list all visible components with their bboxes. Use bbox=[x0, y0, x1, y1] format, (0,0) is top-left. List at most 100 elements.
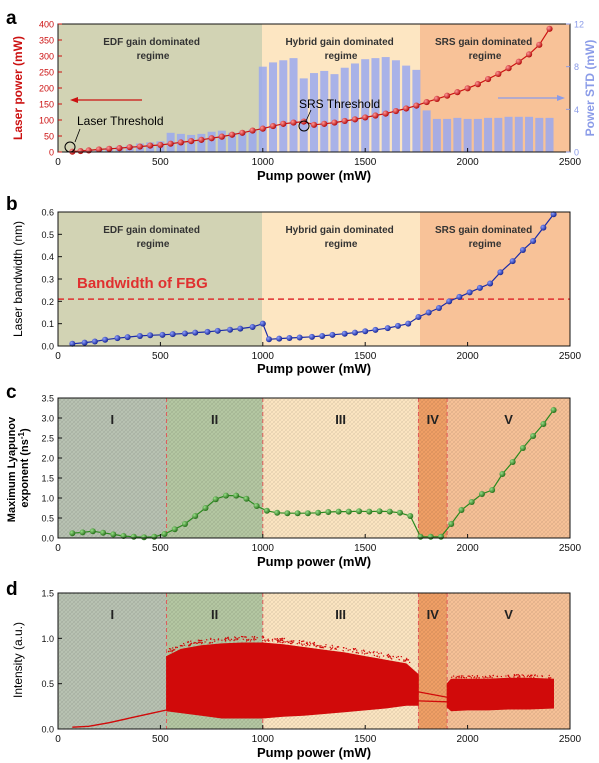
std-bar bbox=[299, 78, 308, 152]
intensity-speckle bbox=[357, 652, 360, 654]
y-tick-label: 100 bbox=[39, 116, 54, 126]
laser-power-point bbox=[341, 117, 348, 125]
intensity-speckle bbox=[403, 659, 405, 661]
intensity-speckle bbox=[309, 641, 311, 643]
bandwidth-point bbox=[214, 327, 221, 334]
lyapunov-point bbox=[69, 530, 76, 537]
laser-power-point bbox=[321, 120, 328, 127]
intensity-speckle bbox=[536, 675, 539, 677]
intensity-speckle bbox=[205, 639, 208, 641]
bandwidth-point bbox=[286, 334, 293, 341]
intensity-speckle bbox=[534, 674, 536, 676]
bandwidth-point bbox=[227, 326, 234, 333]
y-tick-label: 0.5 bbox=[41, 679, 54, 689]
intensity-speckle bbox=[262, 639, 264, 642]
x-tick-label: 1500 bbox=[354, 734, 377, 745]
intensity-speckle bbox=[309, 643, 312, 645]
panel-a-letter: a bbox=[6, 8, 17, 29]
intensity-speckle bbox=[382, 655, 385, 657]
bandwidth-point bbox=[329, 331, 336, 338]
lyapunov-point bbox=[458, 507, 465, 513]
intensity-speckle bbox=[253, 635, 256, 638]
intensity-speckle bbox=[541, 675, 543, 677]
intensity-speckle bbox=[489, 675, 491, 677]
intensity-speckle bbox=[303, 643, 305, 645]
panel-c-ylabel-line2: exponent (ns-1) bbox=[17, 428, 32, 508]
intensity-speckle bbox=[508, 676, 511, 679]
lyapunov-point bbox=[448, 521, 455, 527]
intensity-speckle bbox=[251, 636, 253, 638]
x-tick-label: 500 bbox=[152, 543, 169, 554]
y-tick-label: 1.5 bbox=[41, 474, 54, 484]
intensity-speckle bbox=[229, 639, 231, 642]
intensity-speckle bbox=[227, 637, 229, 640]
intensity-speckle bbox=[281, 638, 284, 640]
intensity-speckle bbox=[253, 637, 255, 639]
region-hatch-1 bbox=[58, 593, 167, 729]
intensity-speckle bbox=[320, 645, 322, 647]
intensity-speckle bbox=[518, 675, 521, 677]
y2-tick-label: 8 bbox=[574, 62, 579, 72]
bandwidth-point bbox=[550, 211, 557, 218]
intensity-speckle bbox=[193, 642, 195, 644]
intensity-speckle bbox=[460, 677, 462, 679]
intensity-speckle bbox=[190, 642, 193, 644]
intensity-speckle bbox=[349, 649, 351, 651]
laser-power-point bbox=[495, 70, 502, 78]
x-tick-label: 2500 bbox=[559, 543, 582, 554]
x-tick-label: 2000 bbox=[456, 157, 479, 168]
std-bar bbox=[535, 117, 544, 152]
intensity-speckle bbox=[256, 636, 258, 639]
region-hatch-4 bbox=[418, 398, 448, 538]
intensity-speckle bbox=[478, 677, 480, 679]
regime-hybrid-label-b: Hybrid gain dominated regime bbox=[285, 225, 396, 250]
laser-power-point bbox=[157, 141, 164, 149]
y-tick-label: 1.0 bbox=[41, 634, 54, 644]
intensity-speckle bbox=[289, 642, 292, 645]
intensity-speckle bbox=[230, 638, 233, 641]
regime-hybrid-line1-a: Hybrid gain dominated bbox=[285, 37, 393, 48]
lyapunov-point bbox=[315, 509, 322, 516]
y-tick-label: 0 bbox=[49, 148, 54, 158]
std-bar bbox=[228, 132, 237, 152]
intensity-speckle bbox=[307, 644, 309, 646]
panel-a-y2label: Power STD (mW) bbox=[583, 40, 597, 137]
std-bar bbox=[514, 116, 523, 152]
y-tick-label: 1.5 bbox=[41, 589, 54, 599]
intensity-speckle bbox=[211, 641, 213, 644]
intensity-speckle bbox=[187, 641, 189, 643]
y-tick-label: 50 bbox=[44, 132, 54, 142]
intensity-speckle bbox=[267, 638, 269, 640]
intensity-speckle bbox=[496, 675, 499, 678]
intensity-speckle bbox=[279, 641, 281, 643]
bandwidth-point bbox=[169, 331, 176, 338]
intensity-speckle bbox=[271, 640, 274, 642]
std-bar bbox=[453, 117, 462, 152]
intensity-speckle bbox=[200, 641, 202, 644]
laser-power-point bbox=[126, 144, 133, 151]
lyapunov-point bbox=[151, 533, 158, 540]
intensity-speckle bbox=[173, 649, 176, 651]
laser-power-point bbox=[116, 145, 123, 152]
laser-power-point bbox=[280, 120, 287, 127]
intensity-speckle bbox=[405, 657, 408, 660]
intensity-speckle bbox=[352, 647, 355, 650]
intensity-speckle bbox=[182, 642, 185, 645]
intensity-speckle bbox=[337, 646, 340, 648]
intensity-speckle bbox=[171, 651, 173, 653]
intensity-speckle bbox=[548, 674, 550, 677]
lyapunov-point bbox=[284, 510, 291, 517]
intensity-speckle bbox=[354, 648, 357, 650]
intensity-speckle bbox=[209, 642, 211, 644]
laser-power-point bbox=[536, 41, 543, 48]
intensity-speckle bbox=[548, 677, 550, 679]
std-bar bbox=[443, 118, 452, 152]
x-tick-label: 2000 bbox=[456, 734, 479, 745]
intensity-speckle bbox=[452, 675, 455, 677]
regime-hybrid-line2-a: regime bbox=[325, 51, 358, 62]
intensity-speckle bbox=[331, 646, 334, 648]
lyapunov-point bbox=[100, 529, 107, 536]
lyapunov-point bbox=[212, 496, 219, 503]
panel-c-xlabel: Pump power (mW) bbox=[257, 554, 371, 569]
x-tick-label: 500 bbox=[152, 734, 169, 745]
